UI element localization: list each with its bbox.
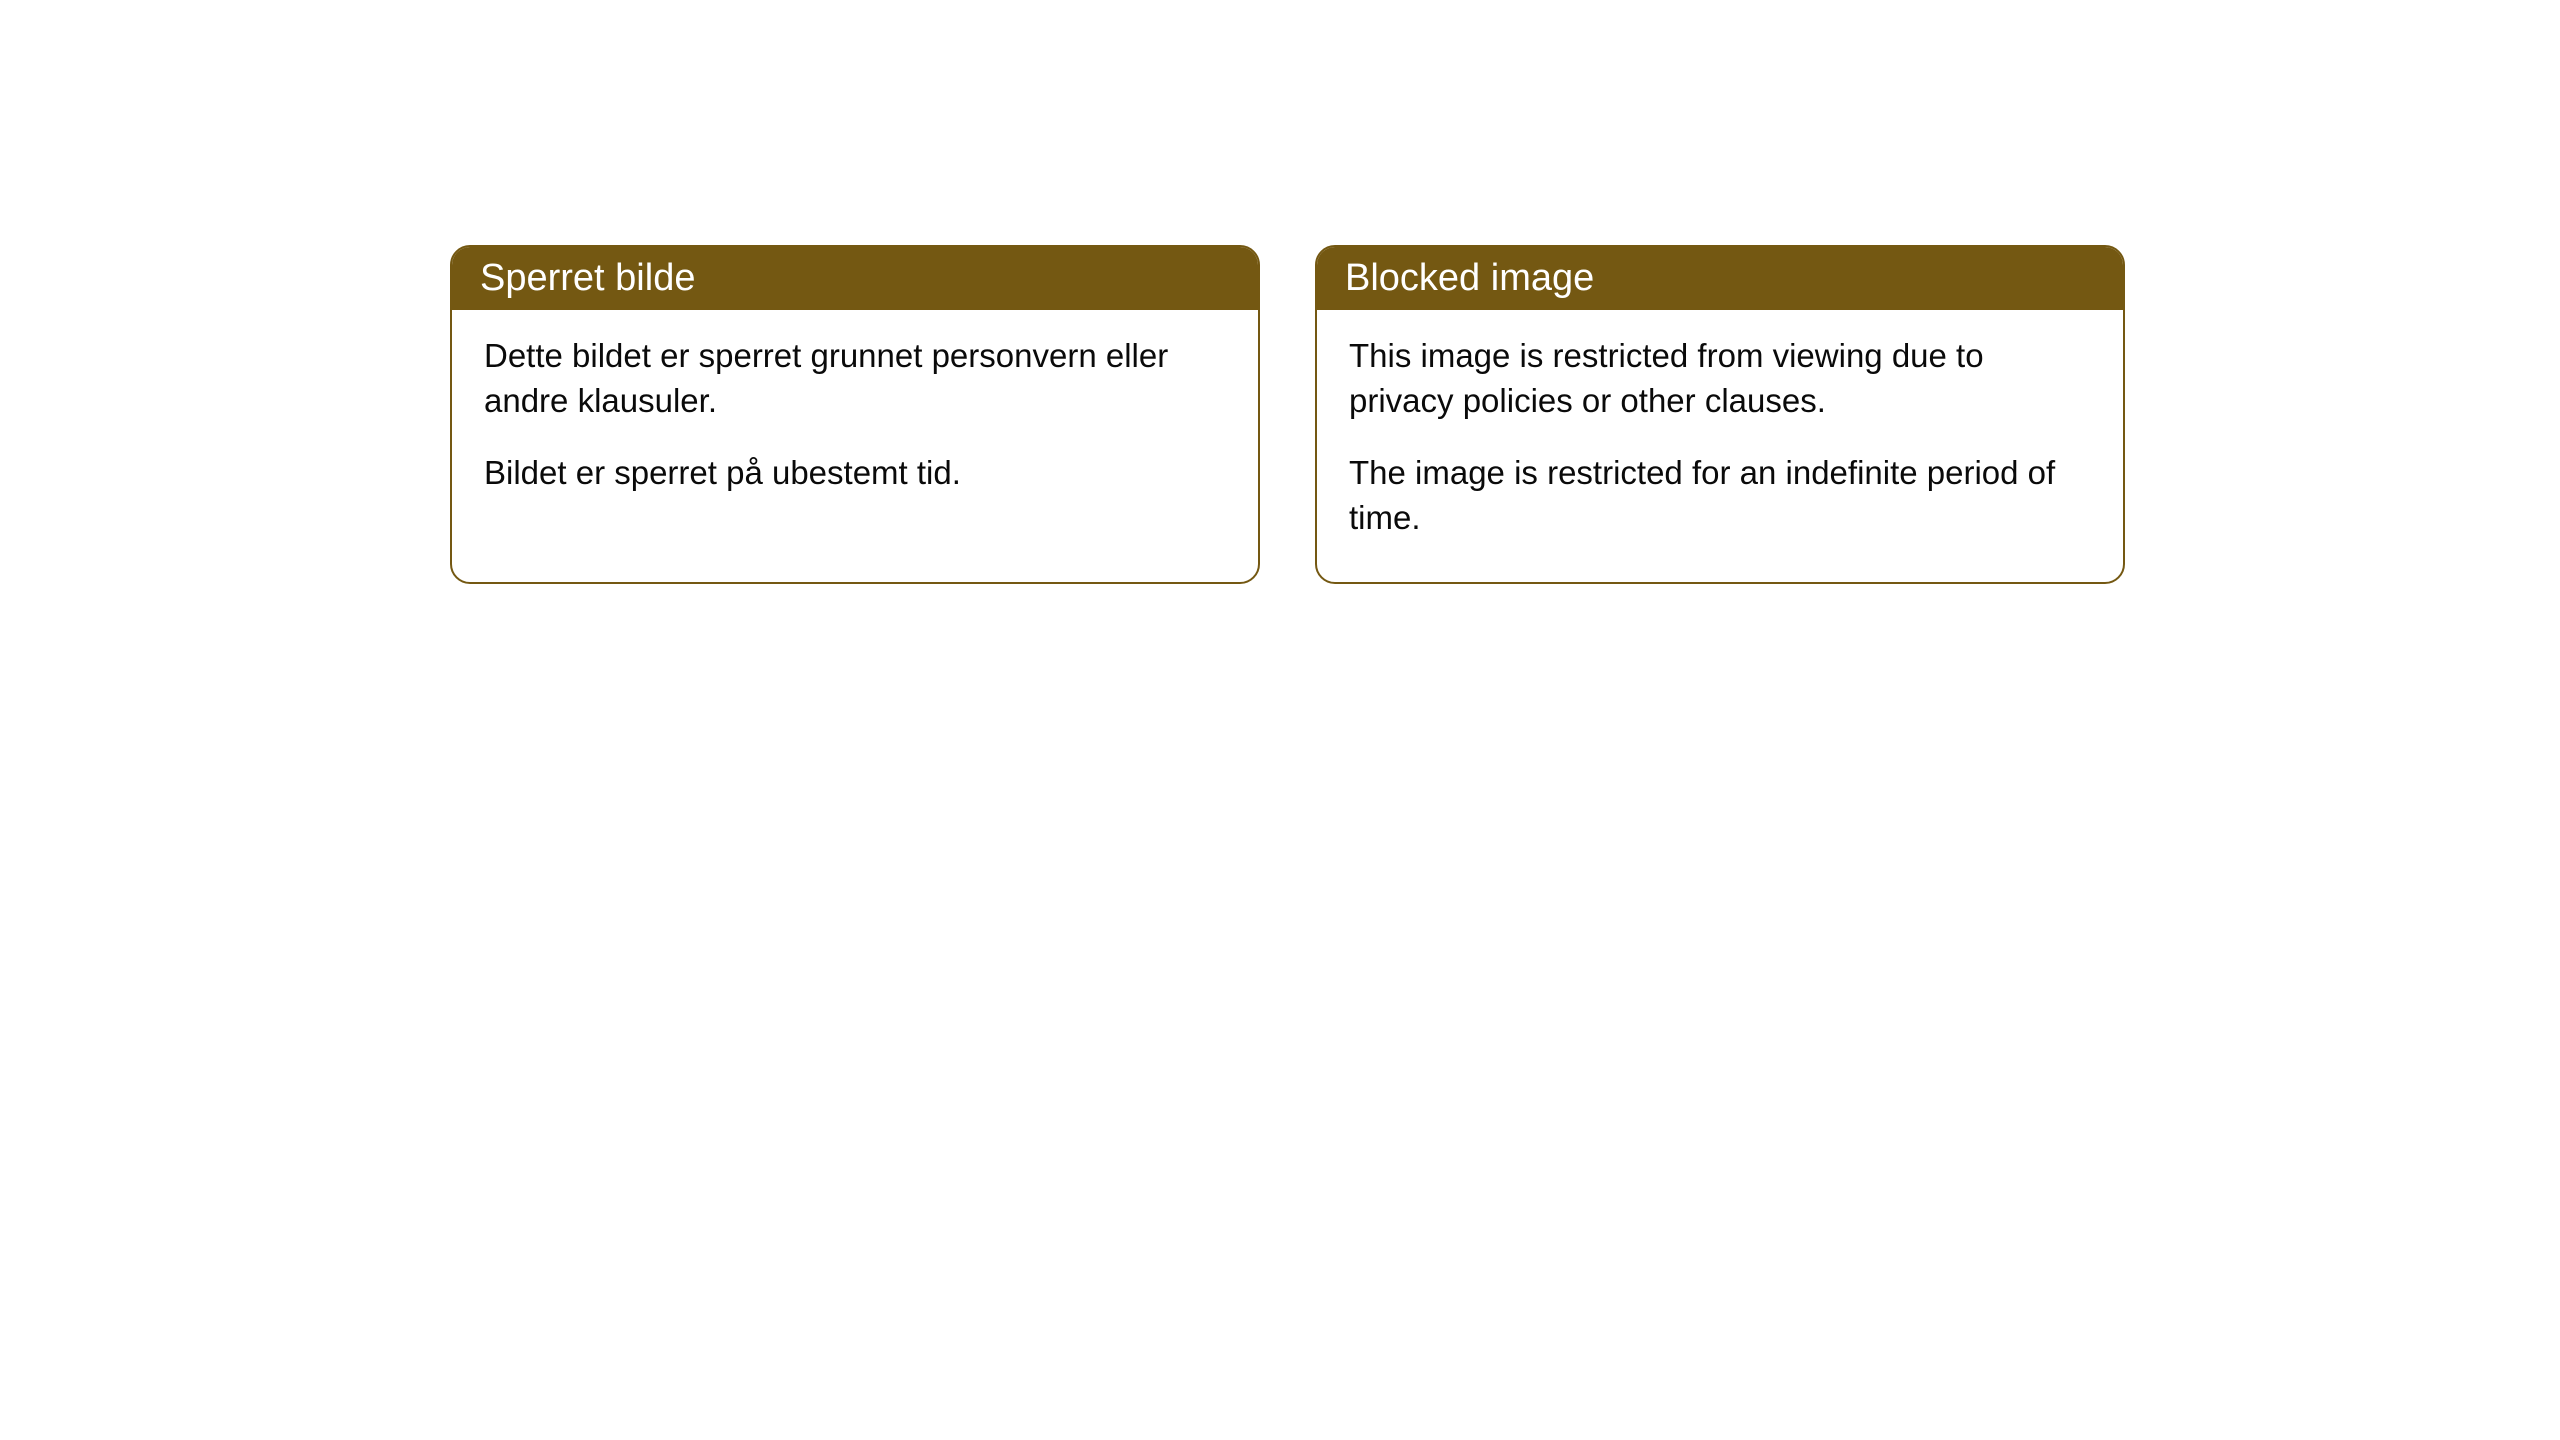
notice-text: Dette bildet er sperret grunnet personve… xyxy=(484,334,1226,423)
notice-card-norwegian: Sperret bilde Dette bildet er sperret gr… xyxy=(450,245,1260,584)
notice-card-english: Blocked image This image is restricted f… xyxy=(1315,245,2125,584)
notice-text: This image is restricted from viewing du… xyxy=(1349,334,2091,423)
notice-cards-container: Sperret bilde Dette bildet er sperret gr… xyxy=(450,245,2125,584)
notice-text: Bildet er sperret på ubestemt tid. xyxy=(484,451,1226,496)
notice-text: The image is restricted for an indefinit… xyxy=(1349,451,2091,540)
card-body-english: This image is restricted from viewing du… xyxy=(1317,310,2123,582)
card-header-english: Blocked image xyxy=(1317,247,2123,310)
card-header-norwegian: Sperret bilde xyxy=(452,247,1258,310)
card-body-norwegian: Dette bildet er sperret grunnet personve… xyxy=(452,310,1258,538)
